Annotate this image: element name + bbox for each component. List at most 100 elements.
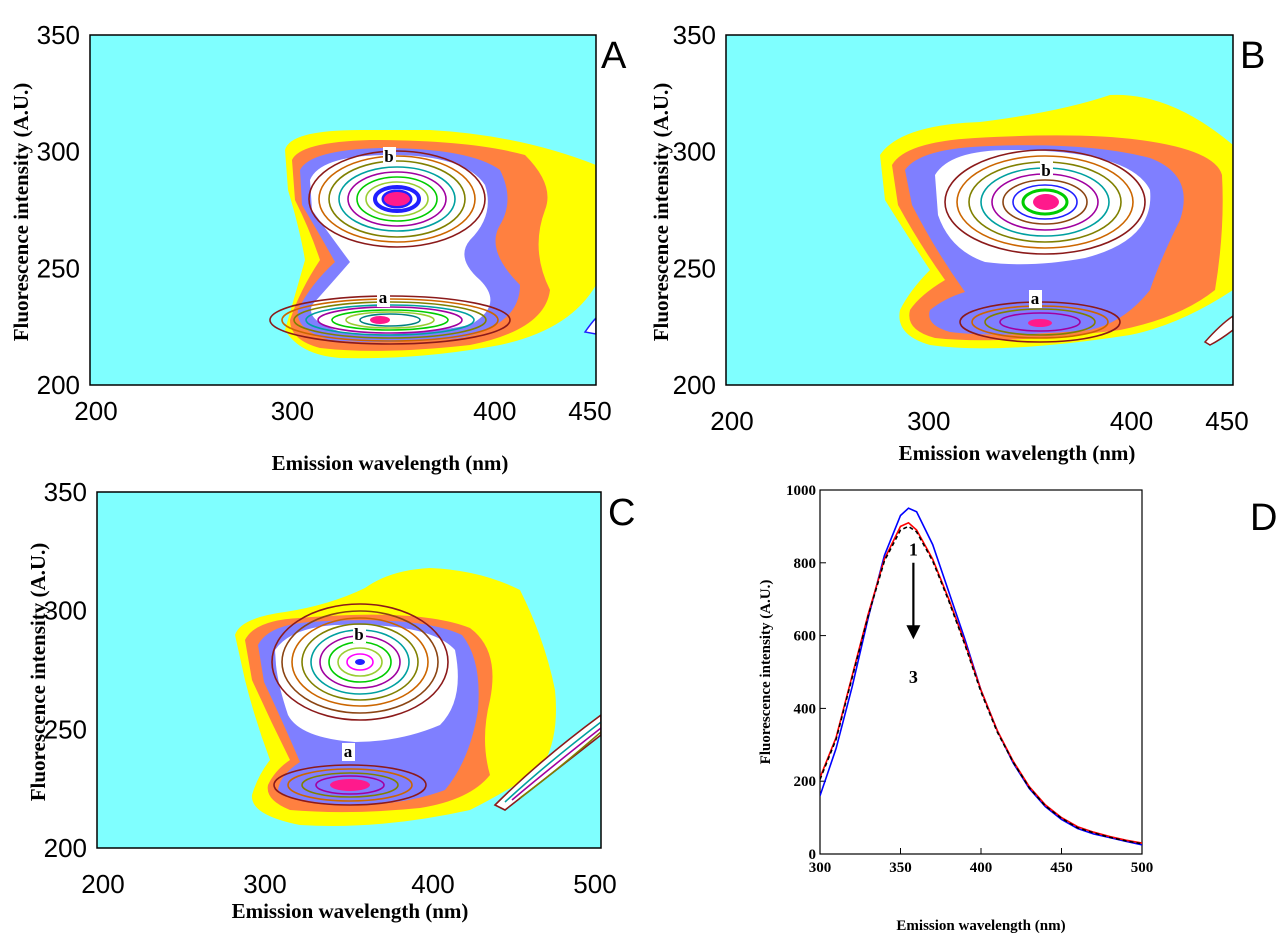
peak-label-box [377, 289, 390, 307]
contour-line [984, 308, 1096, 336]
y-tick-label: 250 [44, 714, 87, 744]
panel-a-core-b [384, 192, 410, 206]
panel-b-tick-labels: 200 300 400 450 200 250 300 350 [673, 20, 1249, 436]
contour-line [999, 312, 1081, 332]
panel-d-letter: D [1250, 497, 1277, 539]
panel-a: b a 200 300 400 450 200 250 300 350 A Emission … [9, 20, 627, 475]
y-tick-label: 800 [794, 556, 817, 572]
y-tick-label: 400 [794, 701, 817, 717]
y-tick-label: 250 [673, 253, 716, 283]
contour-line [359, 313, 421, 327]
panel-a-frame [89, 34, 597, 386]
y-tick-label: 300 [44, 596, 87, 626]
panel-a-plot [90, 35, 596, 385]
panel-c-x-label: Emission wavelength (nm) [232, 899, 469, 923]
x-tick-label: 400 [473, 396, 516, 426]
panel-b-letter: B [1240, 35, 1265, 77]
peak-label-box [353, 625, 366, 643]
x-tick-label: 500 [573, 869, 616, 899]
y-tick-label: 200 [794, 774, 817, 790]
panel-b-plot [726, 35, 1233, 385]
panel-d-x-label: Emission wavelength (nm) [896, 918, 1065, 934]
contour-line [1021, 188, 1069, 216]
y-tick-label: 300 [37, 137, 80, 167]
peak-label-b: b [384, 147, 393, 166]
peak-label-b: b [354, 625, 363, 644]
y-tick-label: 1000 [786, 483, 816, 499]
panel-a-x-label: Emission wavelength (nm) [272, 451, 509, 475]
contour-line [956, 155, 1134, 249]
y-tick-label: 600 [794, 629, 817, 645]
contour-line [347, 171, 447, 227]
y-tick-label: 200 [37, 370, 80, 400]
panel-c-y-label: Fluorescence intensity (A.U.) [26, 543, 50, 802]
x-tick-label: 400 [411, 869, 454, 899]
x-tick-label: 400 [970, 860, 993, 876]
contour-line [301, 623, 419, 701]
contour-line [308, 150, 486, 248]
peak-label-box [383, 147, 396, 165]
contour-line [356, 176, 438, 222]
contour-line [944, 149, 1146, 255]
x-tick-label: 450 [568, 396, 611, 426]
y-tick-label: 200 [673, 370, 716, 400]
panel-b-contours-b [944, 149, 1146, 255]
x-tick-label: 450 [1050, 860, 1073, 876]
panel-a-y-label: Fluorescence intensity (A.U.) [9, 83, 33, 342]
contour-line [346, 653, 374, 671]
contour-line [373, 185, 421, 213]
contour-line [315, 775, 385, 795]
panel-c-core-a [330, 779, 370, 791]
x-tick-label: 500 [1131, 860, 1154, 876]
panel-b-core-a [1028, 319, 1052, 327]
panel-c-frame [96, 491, 602, 849]
y-tick-label: 350 [673, 20, 716, 50]
panel-c-core-b [355, 659, 365, 665]
peak-label-a: a [1031, 289, 1040, 308]
panel-d-annotations: 13 [906, 540, 921, 687]
x-tick-label: 200 [81, 869, 124, 899]
x-tick-label: 300 [243, 869, 286, 899]
series-line [820, 525, 1142, 845]
contour-line [504, 721, 601, 803]
y-tick-label: 300 [673, 137, 716, 167]
contour-line [337, 647, 383, 677]
peak-label-b: b [1041, 161, 1050, 180]
x-tick-label: 350 [889, 860, 912, 876]
panel-b: b a 200 300 400 450 200 250 300 350 B Emission … [649, 20, 1265, 465]
panel-a-core-a [370, 316, 390, 324]
peak-label-a: a [379, 288, 388, 307]
contour-line [291, 617, 429, 707]
panel-c-letter: C [608, 492, 635, 534]
panel-c-plot [97, 492, 601, 848]
panel-c-edge-feature [493, 714, 601, 811]
contour-line [365, 181, 429, 217]
contour-line [328, 160, 466, 238]
contour-line [318, 155, 476, 243]
x-tick-label: 450 [1205, 406, 1248, 436]
x-tick-label: 200 [710, 406, 753, 436]
contour-line [273, 764, 427, 806]
panel-c-inner-region [275, 624, 458, 742]
panel-c-contours-a [273, 764, 427, 806]
peak-label-box [342, 743, 355, 761]
contour-line [287, 768, 413, 802]
x-tick-label: 300 [271, 396, 314, 426]
y-tick-label: 0 [809, 847, 817, 863]
panel-b-edge-feature [1203, 315, 1233, 346]
panel-a-letter: A [601, 35, 627, 77]
panel-d-frame [819, 489, 1143, 855]
y-tick-label: 350 [37, 20, 80, 50]
panel-d-y-label: Fluorescence intensity (A.U.) [758, 580, 774, 765]
x-tick-label: 200 [74, 396, 117, 426]
y-tick-label: 250 [37, 253, 80, 283]
contour-line [1002, 179, 1088, 225]
contour-line [301, 772, 399, 798]
contour-line [511, 727, 601, 801]
trend-arrow-head [906, 625, 921, 640]
panel-d-axes: 300 350 400 450 500 0 200 400 600 800 1000 [786, 483, 1153, 876]
contour-line [519, 731, 601, 799]
peak-label-box [1029, 290, 1042, 308]
